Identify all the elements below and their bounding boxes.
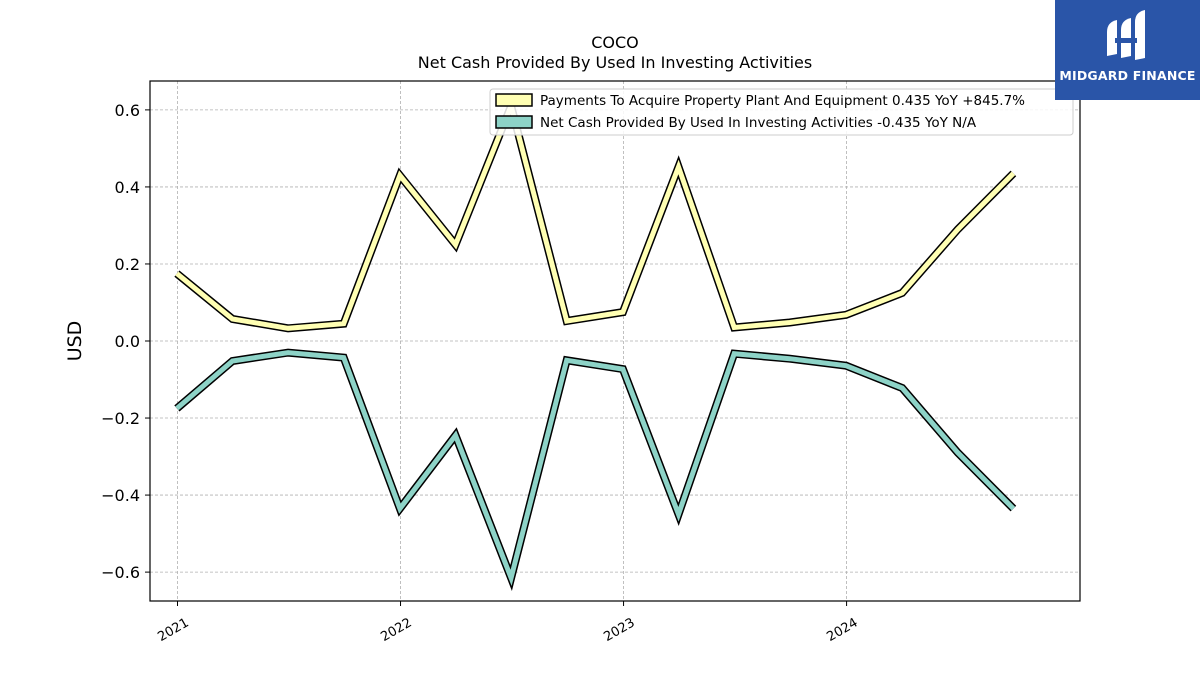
logo-text: MIDGARD FINANCE <box>1059 68 1196 83</box>
series-line-fill <box>175 98 1016 331</box>
y-tick-label: −0.2 <box>101 409 140 428</box>
legend-swatch-ppe <box>495 93 533 107</box>
legend: Payments To Acquire Property Plant And E… <box>489 88 1074 136</box>
legend-label-ppe: Payments To Acquire Property Plant And E… <box>540 93 1025 109</box>
midgard-finance-logo-icon <box>1107 10 1145 60</box>
legend-swatch-investing <box>495 115 533 129</box>
y-tick-label: −0.6 <box>101 563 140 582</box>
legend-box <box>489 88 1074 136</box>
series-line-outline <box>174 348 1017 591</box>
series-layer <box>174 93 1017 591</box>
series-line-ppe <box>174 93 1017 333</box>
x-tick-label: 2023 <box>601 615 637 645</box>
y-tick-label: 0.2 <box>115 255 140 274</box>
x-tick-label: 2021 <box>155 615 191 645</box>
y-tick-label: 0.4 <box>115 178 140 197</box>
y-tick-label: 0.0 <box>115 332 140 351</box>
series-line-investing <box>174 348 1017 591</box>
chart-title: COCO <box>591 33 639 52</box>
legend-label-investing: Net Cash Provided By Used In Investing A… <box>540 115 977 131</box>
series-line-outline <box>174 93 1017 333</box>
x-tick-label: 2022 <box>378 615 414 645</box>
series-line-fill <box>175 350 1016 587</box>
y-tick-label: −0.4 <box>101 486 140 505</box>
x-tick-label: 2024 <box>824 615 860 645</box>
chart-subtitle: Net Cash Provided By Used In Investing A… <box>418 53 812 72</box>
y-tick-label: 0.6 <box>115 101 140 120</box>
midgard-finance-logo: MIDGARD FINANCE <box>1055 0 1200 100</box>
grid <box>150 81 1080 601</box>
y-axis-label: USD <box>64 321 86 362</box>
x-axis: 2021 2022 2023 2024 <box>155 601 861 645</box>
y-axis: 0.6 0.4 0.2 0.0 −0.2 −0.4 −0.6 <box>101 101 150 582</box>
